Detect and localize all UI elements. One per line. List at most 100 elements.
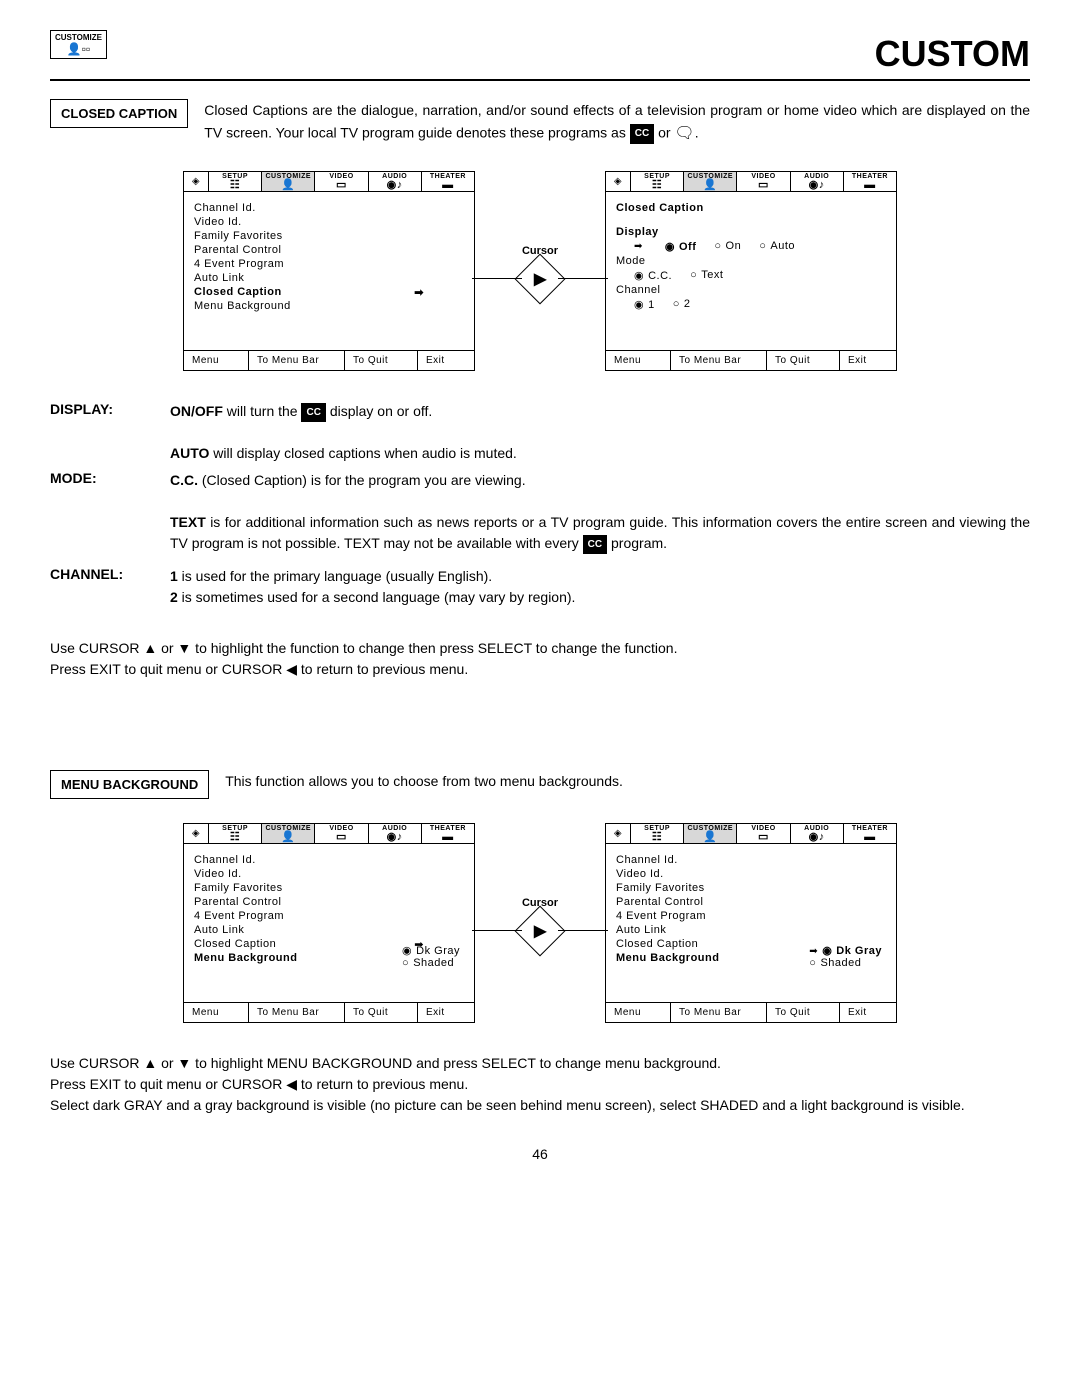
badge-label: CUSTOMIZE	[55, 33, 102, 42]
tab-setup: SETUP☷	[631, 172, 684, 191]
footer-exit: Exit	[840, 1003, 896, 1022]
cc-intro-or: or	[658, 125, 674, 141]
def-mode-label: MODE:	[50, 470, 170, 554]
note-line: Use CURSOR ▲ or ▼ to highlight MENU BACK…	[50, 1053, 1030, 1074]
channel-options: 1 2	[634, 298, 886, 311]
footer-quit: To Quit	[345, 351, 418, 370]
def-display-body: ON/OFF will turn the CC display on or of…	[170, 401, 1030, 464]
opt-off: Off	[665, 240, 697, 253]
mode-label: Mode	[616, 255, 886, 267]
menu-item: Menu Background	[194, 300, 464, 312]
menu-item: Channel Id.	[194, 854, 464, 866]
menu-footer: Menu To Menu Bar To Quit Exit	[184, 350, 474, 370]
footer-menu: Menu	[184, 351, 249, 370]
display-options: Off On Auto	[634, 240, 886, 253]
menu-item: Family Favorites	[194, 882, 464, 894]
cursor-connector: Cursor ▶	[475, 897, 605, 949]
tab-bar: ◈ SETUP☷ CUSTOMIZE👤 VIDEO▭ AUDIO◉♪ THEAT…	[184, 172, 474, 192]
cc-icon: CC	[583, 535, 607, 554]
mode-options: C.C. Text	[634, 269, 886, 282]
cc-submenu-right: ◈ SETUP☷ CUSTOMIZE👤 VIDEO▭ AUDIO◉♪ THEAT…	[605, 171, 897, 371]
bg-menu-right: ◈ SETUP☷ CUSTOMIZE👤 VIDEO▭ AUDIO◉♪ THEAT…	[605, 823, 897, 1023]
footer-exit: Exit	[840, 351, 896, 370]
menu-item: Video Id.	[194, 216, 464, 228]
title-rule	[50, 79, 1030, 81]
menu-item: Video Id.	[194, 868, 464, 880]
tab-customize: CUSTOMIZE👤	[262, 824, 315, 843]
tab-customize: CUSTOMIZE👤	[684, 824, 737, 843]
tab-video: VIDEO▭	[315, 172, 368, 191]
page-number: 46	[50, 1146, 1030, 1162]
tab-video: VIDEO▭	[315, 824, 368, 843]
footer-exit: Exit	[418, 351, 474, 370]
note-line: Press EXIT to quit menu or CURSOR ◀ to r…	[50, 1074, 1030, 1095]
footer-quit: To Quit	[767, 351, 840, 370]
tab-bar: ◈ SETUP☷ CUSTOMIZE👤 VIDEO▭ AUDIO◉♪ THEAT…	[606, 824, 896, 844]
speech-bubble-icon: 🗨	[674, 121, 694, 147]
knob-icon: ◈	[606, 172, 631, 191]
definitions: DISPLAY: ON/OFF will turn the CC display…	[50, 401, 1030, 608]
tab-setup: SETUP☷	[209, 172, 262, 191]
cc-intro-text-1: Closed Captions are the dialogue, narrat…	[204, 102, 1030, 141]
note-line: Select dark GRAY and a gray background i…	[50, 1095, 1030, 1116]
tab-video: VIDEO▭	[737, 824, 790, 843]
knob-icon: ◈	[184, 824, 209, 843]
menu-footer: Menu To Menu Bar To Quit Exit	[606, 350, 896, 370]
footer-menubar: To Menu Bar	[249, 351, 345, 370]
channel-label: Channel	[616, 284, 886, 296]
menu-item: Video Id.	[616, 868, 886, 880]
tab-theater: THEATER▬	[844, 824, 896, 843]
tab-bar: ◈ SETUP☷ CUSTOMIZE👤 VIDEO▭ AUDIO◉♪ THEAT…	[606, 172, 896, 192]
footer-menubar: To Menu Bar	[249, 1003, 345, 1022]
submenu-title: Closed Caption	[616, 202, 886, 214]
cursor-connector: Cursor ▶	[475, 245, 605, 297]
menu-item: Auto Link	[194, 924, 464, 936]
tab-audio: AUDIO◉♪	[369, 172, 422, 191]
menu-item: Family Favorites	[194, 230, 464, 242]
closed-caption-heading: CLOSED CAPTION	[50, 99, 188, 128]
cc-menu-diagram: ◈ SETUP☷ CUSTOMIZE👤 VIDEO▭ AUDIO◉♪ THEAT…	[50, 171, 1030, 371]
cursor-diamond-icon: ▶	[515, 254, 566, 305]
tab-audio: AUDIO◉♪	[791, 824, 844, 843]
opt-on: On	[714, 240, 741, 253]
tab-setup: SETUP☷	[209, 824, 262, 843]
menu-item: Family Favorites	[616, 882, 886, 894]
bg-options: Dk Gray Shaded	[809, 944, 882, 969]
def-channel-label: CHANNEL:	[50, 566, 170, 608]
menu-footer: Menu To Menu Bar To Quit Exit	[606, 1002, 896, 1022]
menu-item: Channel Id.	[194, 202, 464, 214]
menu-item: 4 Event Program	[616, 910, 886, 922]
opt-ch1: 1	[634, 298, 655, 311]
menu-item: 4 Event Program	[194, 258, 464, 270]
cc-intro-text-2: .	[695, 125, 699, 141]
knob-icon: ◈	[606, 824, 631, 843]
bg-menu-left: ◈ SETUP☷ CUSTOMIZE👤 VIDEO▭ AUDIO◉♪ THEAT…	[183, 823, 475, 1023]
menu-body: Channel Id. Video Id. Family Favorites P…	[184, 192, 474, 350]
note-line: Press EXIT to quit menu or CURSOR ◀ to r…	[50, 659, 1030, 680]
menu-body: Closed Caption Display Off On Auto Mode …	[606, 192, 896, 350]
tab-setup: SETUP☷	[631, 824, 684, 843]
footer-quit: To Quit	[767, 1003, 840, 1022]
tab-theater: THEATER▬	[422, 172, 474, 191]
bg-options: Dk Gray Shaded	[402, 944, 460, 969]
menu-item: 4 Event Program	[194, 910, 464, 922]
menu-footer: Menu To Menu Bar To Quit Exit	[184, 1002, 474, 1022]
menu-item: Parental Control	[616, 896, 886, 908]
menu-background-intro: MENU BACKGROUND This function allows you…	[50, 770, 1030, 799]
tab-audio: AUDIO◉♪	[369, 824, 422, 843]
badge-icons: 👤▫▫	[55, 42, 102, 56]
display-label: Display	[616, 226, 886, 238]
closed-caption-intro: CLOSED CAPTION Closed Captions are the d…	[50, 99, 1030, 147]
tab-audio: AUDIO◉♪	[791, 172, 844, 191]
menu-item: Parental Control	[194, 896, 464, 908]
bg-usage-notes: Use CURSOR ▲ or ▼ to highlight MENU BACK…	[50, 1053, 1030, 1116]
tab-bar: ◈ SETUP☷ CUSTOMIZE👤 VIDEO▭ AUDIO◉♪ THEAT…	[184, 824, 474, 844]
opt-dkgray: Dk Gray	[822, 945, 882, 957]
opt-dkgray: Dk Gray	[402, 945, 460, 957]
cc-usage-notes: Use CURSOR ▲ or ▼ to highlight the funct…	[50, 638, 1030, 680]
arrow-right-icon: ➡	[414, 286, 424, 299]
menu-item: Parental Control	[194, 244, 464, 256]
tab-theater: THEATER▬	[844, 172, 896, 191]
opt-cc: C.C.	[634, 269, 672, 282]
knob-icon: ◈	[184, 172, 209, 191]
